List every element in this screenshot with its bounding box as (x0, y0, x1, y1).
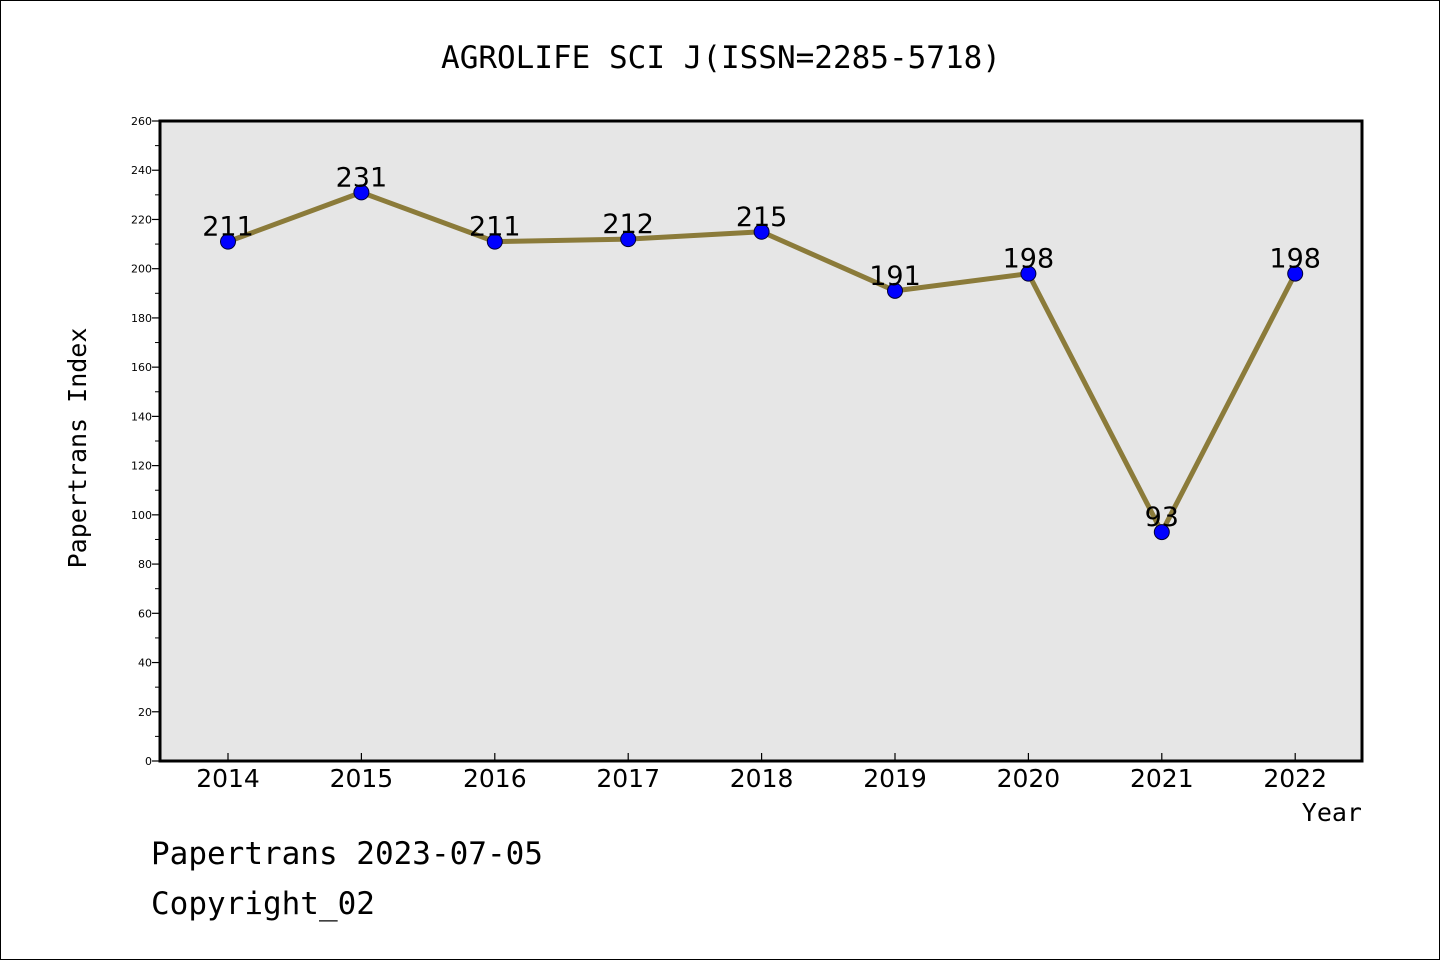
data-point (353, 184, 370, 201)
data-point (1020, 265, 1037, 282)
x-tick-label: 2016 (463, 764, 527, 793)
data-point (887, 282, 903, 299)
x-tick-label: 2017 (596, 764, 660, 793)
x-axis: 2014 2015 2016 2017 2018 2019 2020 2021 2022 (196, 753, 1327, 793)
y-tick-label: 0 (145, 755, 152, 768)
chart-title: AGROLIFE SCI J(ISSN=2285-5718) (441, 40, 1001, 76)
x-tick-label: 2020 (997, 764, 1061, 793)
data-point (1153, 524, 1170, 541)
x-tick-label: 2018 (730, 764, 794, 793)
y-tick-label: 40 (138, 657, 152, 670)
data-label: 191 (869, 261, 921, 292)
data-label: 211 (202, 212, 254, 243)
y-tick-label: 260 (131, 115, 152, 128)
data-point (486, 233, 503, 250)
data-label: 231 (336, 162, 388, 193)
x-tick-label: 2021 (1130, 764, 1194, 793)
y-tick-label: 140 (131, 410, 152, 423)
y-tick-label: 160 (131, 361, 152, 374)
y-tick-label: 120 (131, 460, 152, 473)
data-point (753, 223, 770, 240)
y-tick-label: 100 (131, 509, 152, 522)
x-tick-label: 2014 (196, 764, 260, 793)
footer-copyright: Copyright_02 (151, 886, 375, 922)
y-tick-label: 60 (138, 607, 152, 620)
y-tick-label: 200 (131, 263, 152, 276)
data-label: 93 (1145, 502, 1179, 533)
y-tick-label: 80 (138, 558, 152, 571)
x-axis-label: Year (1302, 798, 1362, 827)
y-axis: 0 20 40 60 80 100 120 140 160 180 200 220 240 260 (131, 115, 160, 768)
series-markers (220, 184, 1304, 541)
y-tick-label: 20 (138, 706, 152, 719)
data-label: 212 (602, 209, 654, 240)
data-label: 198 (1269, 244, 1321, 275)
data-label: 198 (1003, 244, 1055, 275)
y-tick-label: 180 (131, 312, 152, 325)
x-tick-label: 2022 (1263, 764, 1327, 793)
data-point (620, 231, 637, 248)
x-tick-label: 2019 (863, 764, 927, 793)
y-tick-label: 240 (131, 164, 152, 177)
y-axis-label: Papertrans Index (63, 328, 92, 569)
data-label: 211 (469, 212, 521, 243)
footer-date: Papertrans 2023-07-05 (151, 836, 543, 872)
data-point (1287, 265, 1304, 282)
data-label: 215 (736, 202, 788, 233)
x-tick-label: 2015 (330, 764, 394, 793)
data-labels: 211 231 211 212 215 191 198 93 198 (202, 162, 1321, 533)
data-point (220, 233, 236, 250)
y-tick-label: 220 (131, 213, 152, 226)
